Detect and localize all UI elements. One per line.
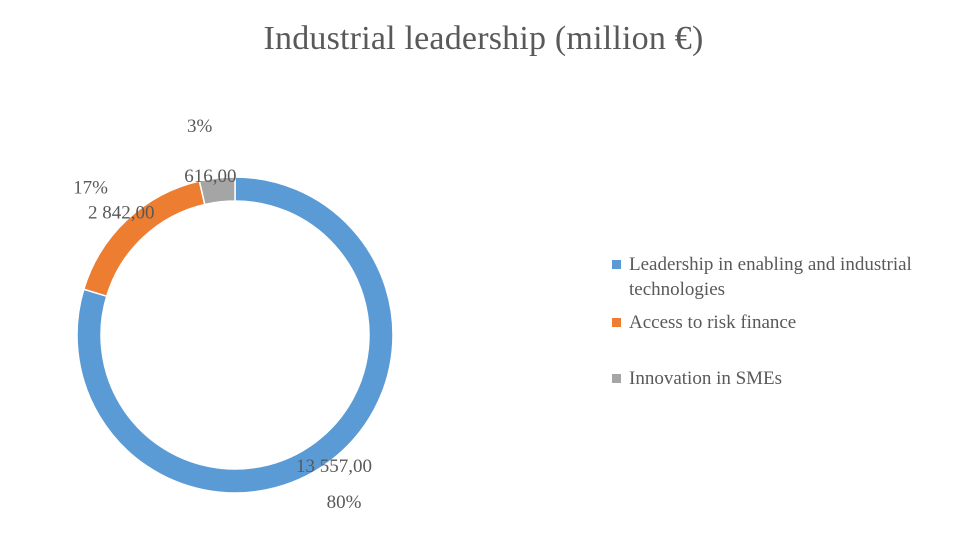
data-labels: 13 557,00 80% 2 842,00 17% 616,00 3% bbox=[73, 116, 372, 513]
donut-slices bbox=[76, 176, 394, 494]
donut-slice-leadership bbox=[76, 176, 394, 494]
donut-slice-smes bbox=[198, 176, 236, 206]
value-label-risk-finance: 2 842,00 bbox=[88, 202, 155, 223]
value-label-leadership: 13 557,00 bbox=[296, 456, 372, 477]
legend-swatch-leadership bbox=[612, 260, 621, 269]
legend-label-risk-finance: Access to risk finance bbox=[629, 312, 797, 333]
legend-item-leadership: Leadership in enabling and industrial te… bbox=[612, 252, 962, 310]
legend-label-smes: Innovation in SMEs bbox=[629, 368, 783, 389]
legend-swatch-risk-finance bbox=[612, 318, 621, 327]
legend-label-leadership: Leadership in enabling and industrial te… bbox=[629, 254, 912, 300]
percent-label-risk-finance: 17% bbox=[73, 178, 108, 199]
chart-title: Industrial leadership (million €) bbox=[263, 20, 704, 57]
legend-item-smes: Innovation in SMEs bbox=[612, 366, 962, 391]
value-label-smes: 616,00 bbox=[184, 166, 236, 187]
legend-swatch-smes bbox=[612, 374, 621, 383]
chart-legend: Leadership in enabling and industrial te… bbox=[612, 252, 962, 391]
percent-label-smes: 3% bbox=[187, 116, 213, 137]
percent-label-leadership: 80% bbox=[327, 492, 362, 513]
legend-item-risk-finance: Access to risk finance bbox=[612, 310, 962, 366]
